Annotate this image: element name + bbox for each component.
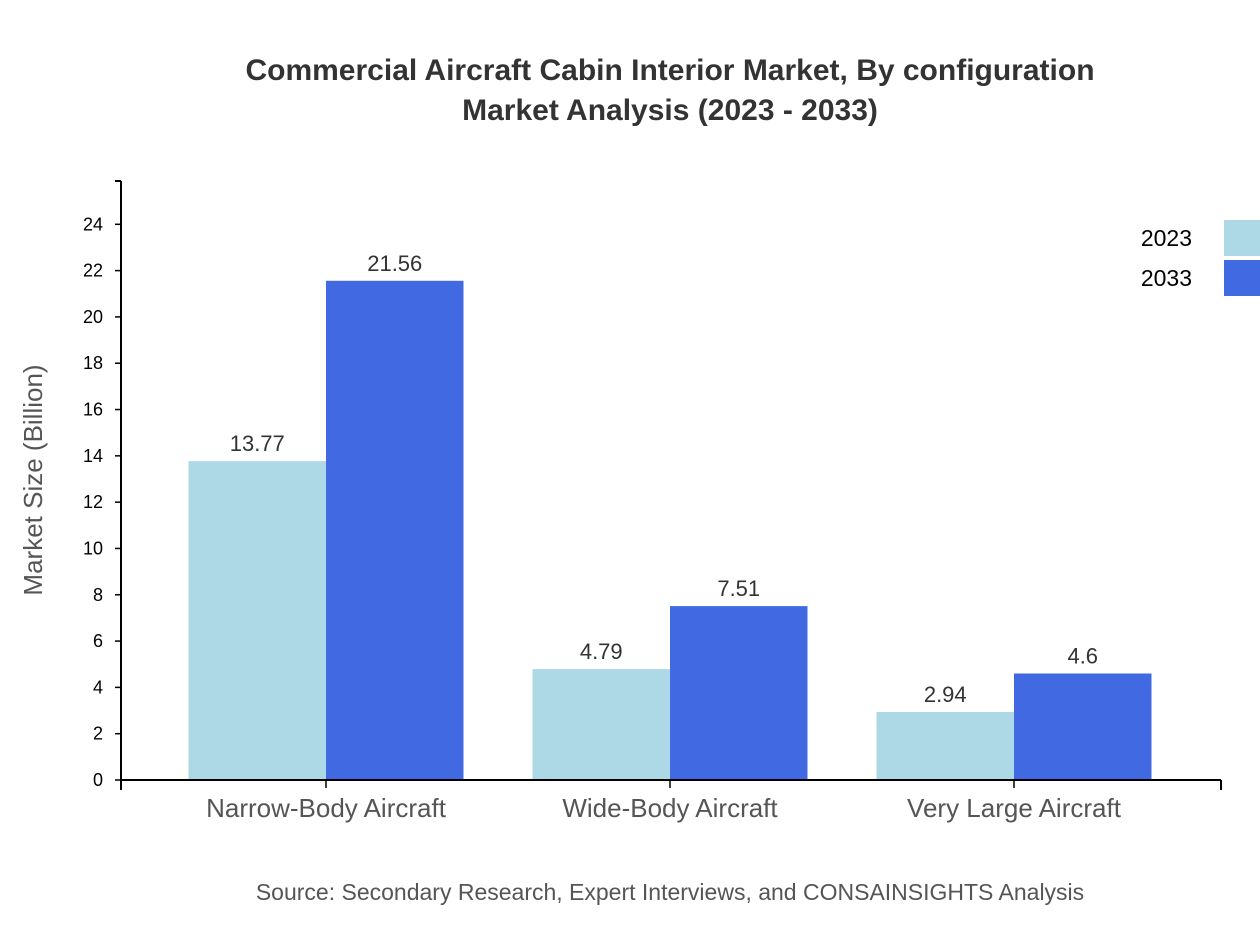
legend-swatch	[1224, 220, 1260, 256]
y-tick-label: 8	[93, 585, 103, 605]
bar-2023	[188, 461, 326, 780]
bar-2023	[876, 711, 1014, 780]
chart-subtitle: Market Analysis (2023 - 2033)	[462, 94, 878, 127]
y-axis-label: Market Size (Billion)	[18, 364, 48, 595]
legend-label: 2023	[1141, 225, 1192, 251]
y-tick-label: 10	[83, 538, 103, 558]
data-label: 13.77	[230, 431, 285, 456]
data-label: 4.79	[580, 639, 623, 664]
y-tick-label: 6	[93, 631, 103, 651]
data-label: 2.94	[924, 682, 967, 707]
y-tick-label: 20	[83, 307, 103, 327]
y-tick-label: 0	[93, 770, 103, 790]
bar-2033	[670, 606, 808, 780]
x-tick-label: Wide-Body Aircraft	[562, 793, 778, 823]
y-tick-label: 16	[83, 400, 103, 420]
y-tick-label: 12	[83, 492, 103, 512]
chart-title: Commercial Aircraft Cabin Interior Marke…	[245, 54, 1094, 87]
y-tick-label: 14	[83, 446, 103, 466]
y-tick-label: 18	[83, 353, 103, 373]
legend-label: 2033	[1141, 265, 1192, 291]
x-tick-label: Narrow-Body Aircraft	[206, 793, 447, 823]
y-tick-label: 22	[83, 261, 103, 281]
y-tick-label: 24	[83, 214, 103, 234]
bar-2023	[532, 669, 670, 780]
y-tick-label: 4	[93, 677, 103, 697]
data-label: 7.51	[717, 576, 760, 601]
data-label: 21.56	[367, 251, 422, 276]
y-tick-label: 2	[93, 724, 103, 744]
legend-swatch	[1224, 260, 1260, 296]
source-note: Source: Secondary Research, Expert Inter…	[256, 879, 1084, 905]
data-label: 4.6	[1067, 643, 1098, 668]
bar-2033	[326, 280, 464, 780]
bar-2033	[1014, 673, 1152, 780]
x-tick-label: Very Large Aircraft	[907, 793, 1122, 823]
